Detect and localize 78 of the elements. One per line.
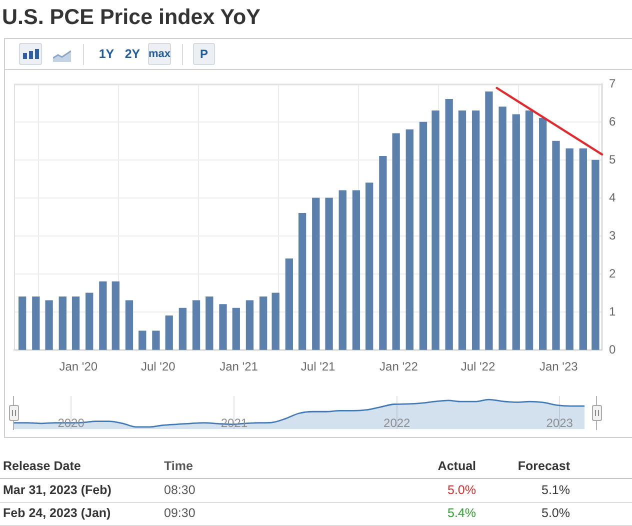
x-tick-label: Jul '20 <box>140 360 176 374</box>
bar <box>458 110 466 350</box>
x-tick-label: Jan '21 <box>220 360 258 374</box>
toolbar-button: max <box>148 43 171 65</box>
bar <box>472 110 480 350</box>
bar <box>539 118 547 350</box>
bar <box>525 110 534 350</box>
text: Time <box>164 458 193 475</box>
bar <box>86 292 94 350</box>
text: 5.0% <box>542 505 570 522</box>
y-tick-label: 5 <box>609 152 616 166</box>
x-tick-label: Jan '23 <box>539 360 578 374</box>
bar <box>45 300 53 350</box>
bar <box>338 190 346 350</box>
bar <box>125 300 134 350</box>
chart-title: U.S. PCE Price index YoY <box>2 5 260 30</box>
x-tick-label: 2023 <box>546 416 574 430</box>
bar <box>18 296 26 350</box>
bar <box>206 296 214 350</box>
text: Actual <box>438 458 476 475</box>
bar <box>192 300 200 350</box>
bar <box>419 122 428 350</box>
bar <box>379 156 387 350</box>
bar <box>32 296 40 350</box>
text: 1Y <box>98 47 114 61</box>
text: Forecast <box>518 458 570 475</box>
text: Feb 24, 2023 (Jan) <box>3 505 111 522</box>
x-tick-label: Jul '22 <box>460 360 496 374</box>
bar <box>219 304 227 350</box>
y-tick-label: 4 <box>609 190 616 204</box>
text: Mar 31, 2023 (Feb) <box>3 482 112 499</box>
text: 08:30 <box>164 482 196 499</box>
bar <box>485 91 493 350</box>
bar <box>99 281 107 350</box>
bar <box>272 292 280 350</box>
bar <box>298 212 306 350</box>
bar <box>285 258 293 350</box>
y-tick-label: 0 <box>609 342 616 356</box>
text: 2Y <box>124 47 140 61</box>
bar <box>392 133 400 350</box>
bar <box>366 182 374 350</box>
bar <box>592 160 600 350</box>
bar <box>112 281 120 350</box>
bar <box>512 114 520 350</box>
x-tick-label: Jan '20 <box>59 360 98 374</box>
y-tick-label: 2 <box>609 266 616 280</box>
text: 5.4% <box>448 505 476 522</box>
bar <box>72 296 80 350</box>
bar <box>498 106 506 350</box>
bar <box>312 198 320 350</box>
bar <box>138 330 146 350</box>
bar <box>152 330 160 350</box>
bar <box>246 300 254 350</box>
bar <box>165 315 173 350</box>
bar <box>445 99 453 350</box>
bar <box>566 148 574 350</box>
text: 09:30 <box>164 505 196 522</box>
text: 5.0% <box>448 482 476 499</box>
bar <box>432 110 440 350</box>
bar <box>579 148 587 350</box>
text: 5.1% <box>542 482 570 499</box>
bar <box>58 296 66 350</box>
bar <box>178 308 187 350</box>
y-tick-label: 1 <box>609 304 616 318</box>
bar <box>352 190 360 350</box>
x-tick-label: Jul '21 <box>300 360 336 374</box>
y-tick-label: 3 <box>609 228 616 242</box>
x-tick-label: 2022 <box>384 416 411 430</box>
text: Release Date <box>3 458 81 475</box>
bar <box>406 129 414 350</box>
bar <box>232 308 240 350</box>
x-tick-label: Jan '22 <box>380 360 418 374</box>
bar <box>259 296 268 350</box>
bar <box>325 198 333 350</box>
toolbar-button: P <box>193 43 215 65</box>
y-tick-label: 7 <box>609 76 616 91</box>
y-tick-label: 6 <box>609 114 616 128</box>
bar <box>552 140 560 350</box>
